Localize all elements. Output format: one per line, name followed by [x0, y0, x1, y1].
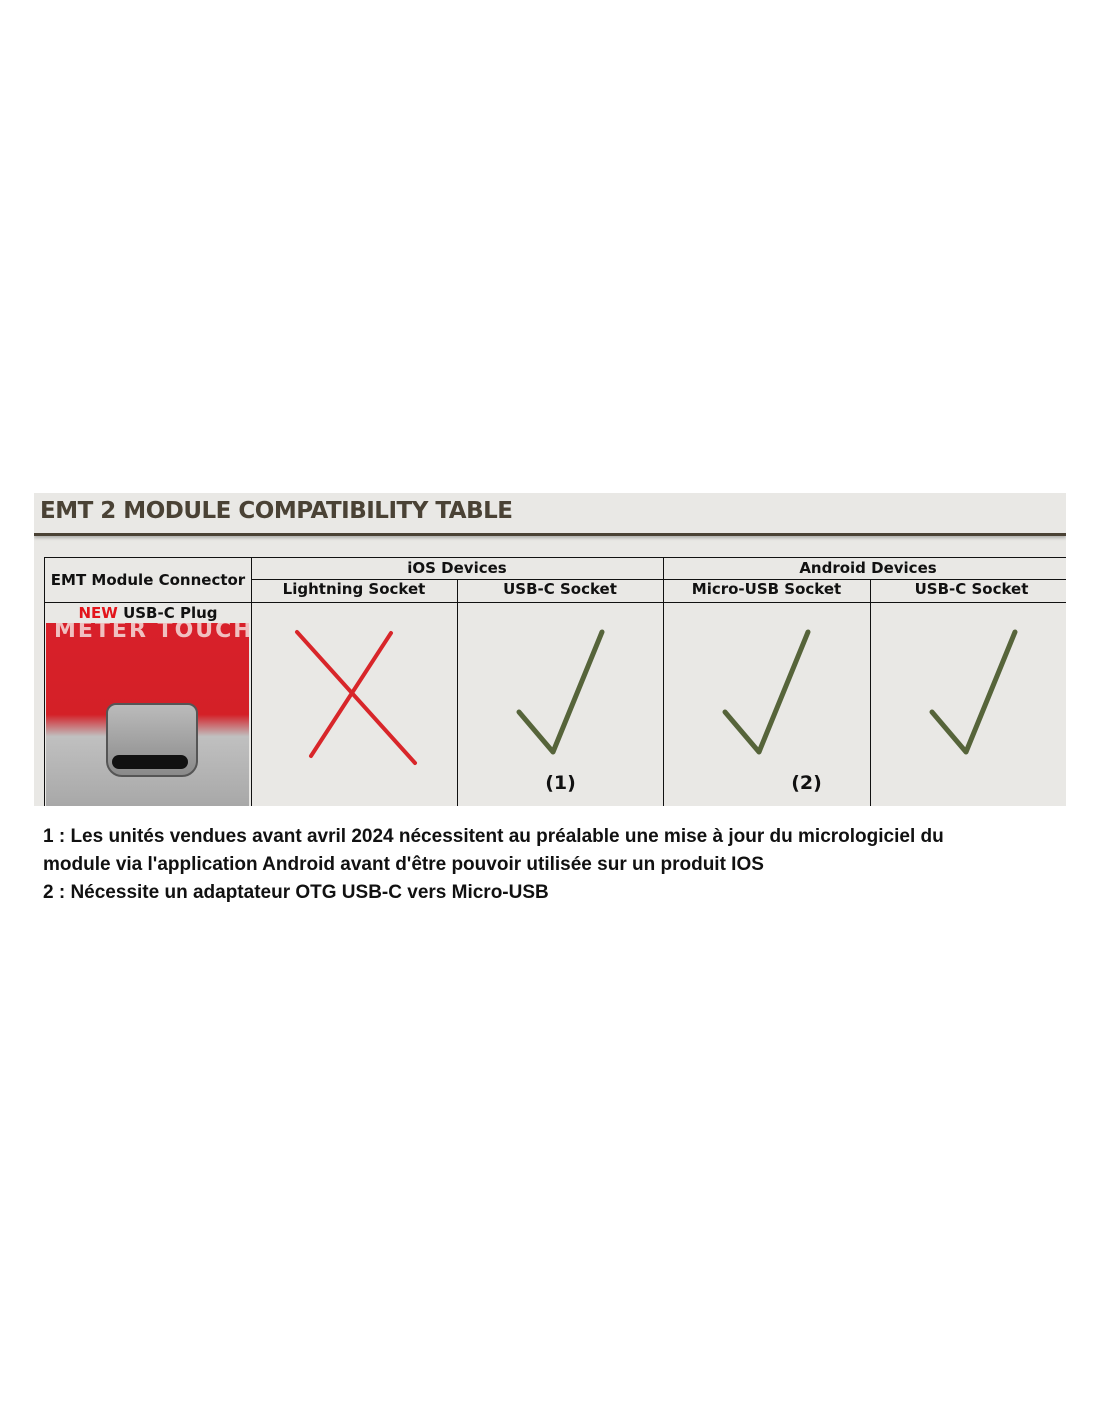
connector-label: NEW USB-C Plug — [45, 604, 251, 622]
group-header-android: Android Devices — [663, 557, 1066, 580]
cell-lightning — [251, 602, 458, 806]
column-header-lightning: Lightning Socket — [251, 579, 458, 603]
new-badge: NEW — [78, 604, 118, 622]
cross-icon — [295, 630, 417, 765]
photo-brand-text: METER TOUCH — [54, 623, 249, 643]
check-icon — [722, 629, 811, 755]
footnote-1-line-2: module via l'application Android avant d… — [43, 854, 764, 875]
title-bar: EMT 2 MODULE COMPATIBILITY TABLE — [34, 493, 1066, 536]
cell-android-usbc — [870, 602, 1066, 806]
group-header-ios: iOS Devices — [251, 557, 664, 580]
compatibility-table-panel: EMT 2 MODULE COMPATIBILITY TABLE EMT Mod… — [34, 493, 1066, 806]
footnotes: 1 : Les unités vendues avant avril 2024 … — [43, 823, 944, 907]
corner-header: EMT Module Connector — [44, 557, 252, 603]
connector-cell: NEW USB-C Plug — [44, 602, 252, 806]
cell-ios-usbc: (1) — [457, 602, 664, 806]
check-icon — [929, 629, 1018, 755]
corner-header-text: EMT Module Connector — [50, 571, 246, 589]
footnote-1-line-1: 1 : Les unités vendues avant avril 2024 … — [43, 826, 944, 847]
page-title: EMT 2 MODULE COMPATIBILITY TABLE — [40, 498, 513, 524]
footnote-2: 2 : Nécessite un adaptateur OTG USB-C ve… — [43, 882, 549, 903]
usb-c-plug-photo: METER TOUCH — [46, 623, 249, 806]
footnote-ref-2: (2) — [791, 772, 822, 794]
check-icon — [516, 629, 605, 755]
cell-micro-usb: (2) — [663, 602, 871, 806]
connector-name: USB-C Plug — [123, 604, 218, 622]
column-header-ios-usbc: USB-C Socket — [457, 579, 664, 603]
footnote-ref-1: (1) — [545, 772, 576, 794]
column-header-android-usbc: USB-C Socket — [870, 579, 1066, 603]
column-header-micro-usb: Micro-USB Socket — [663, 579, 871, 603]
